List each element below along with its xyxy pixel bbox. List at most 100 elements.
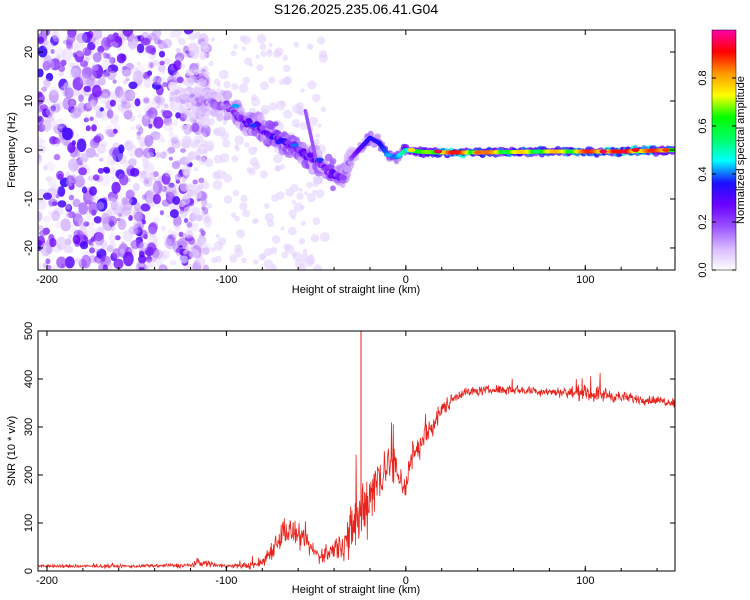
spectrogram-noise-blob [89, 186, 97, 196]
spectrogram-ridge-core [340, 175, 347, 181]
spectrogram-noise-blob [107, 67, 112, 73]
spectrogram-x-tick-label: 100 [576, 274, 594, 286]
spectrogram-noise-blob [218, 237, 227, 246]
spectrogram-noise-blob [123, 160, 134, 170]
spectrogram-noise-blob [149, 221, 159, 232]
spectrogram-noise-blob [185, 50, 190, 54]
spectrogram-noise-blob [194, 31, 202, 39]
spectrogram-noise-blob [142, 219, 146, 225]
spectrogram-noise-blob [252, 259, 259, 265]
spectrogram-noise-blob [173, 215, 182, 227]
spectrogram-noise-blob [118, 144, 125, 154]
spectrogram-noise-blob [163, 238, 172, 248]
spectrogram-noise-blob [74, 149, 81, 158]
spectrogram-noise-blob [239, 202, 248, 211]
spectrogram-noise-blob [175, 112, 181, 119]
spectrogram-noise-blob [107, 196, 117, 206]
spectrogram-noise-blob [38, 68, 44, 78]
spectrogram-noise-blob [271, 235, 281, 244]
spectrogram-noise-blob [88, 201, 98, 216]
spectrogram-noise-blob [142, 162, 149, 169]
spectrogram-noise-blob [78, 167, 87, 176]
colorbar-tick-label: 0.4 [697, 166, 709, 181]
spectrogram-noise-blob [50, 58, 61, 71]
spectrogram-noise-blob [97, 167, 104, 174]
spectrogram-noise-blob [121, 206, 132, 216]
spectrogram-noise-blob [56, 54, 62, 61]
snr-x-tick-label: -100 [215, 575, 237, 587]
spectrogram-hotspot [249, 123, 258, 128]
spectrogram-noise-blob [74, 42, 86, 57]
spectrogram-noise-blob [117, 153, 125, 162]
spectrogram-noise-blob [128, 81, 138, 90]
snr-y-ticks: 0 100 200 300 400 500 [23, 322, 675, 574]
spectrogram-noise-blob [146, 242, 157, 255]
spectrogram-noise-blob [114, 235, 121, 241]
spectrogram-noise-blob [174, 134, 179, 140]
spectrogram-noise-blob [63, 245, 74, 254]
spectrogram-noise-blob [319, 50, 328, 59]
spectrogram-marks [38, 30, 675, 270]
spectrogram-noise-blob [186, 230, 193, 238]
spectrogram-noise-blob [143, 97, 149, 104]
spectrogram-noise-blob [109, 99, 116, 107]
figure-title: S126.2025.235.06.41.G04 [274, 1, 438, 17]
spectrogram-noise-blob [130, 125, 136, 131]
spectrogram-noise-blob [72, 198, 81, 208]
spectrogram-noise-blob [163, 103, 169, 109]
spectrogram-noise-blob [292, 251, 302, 261]
spectrogram-noise-blob [116, 206, 127, 219]
spectrogram-noise-blob [121, 197, 128, 204]
snr-y-tick-label: 300 [23, 418, 35, 436]
spectrogram-noise-blob [70, 65, 82, 79]
spectrogram-noise-blob [38, 153, 41, 159]
spectrogram-noise-blob [175, 52, 185, 62]
spectrogram-noise-blob [293, 41, 300, 48]
spectrogram-noise-blob [38, 136, 44, 146]
spectrogram-noise-blob [172, 119, 178, 127]
spectrogram-noise-blob [61, 47, 73, 62]
spectrogram-noise-blob [87, 30, 94, 39]
spectrogram-noise-blob [222, 139, 231, 148]
spectrogram-noise-blob [98, 264, 103, 270]
spectrogram-noise-blob [76, 33, 88, 44]
snr-y-tick-label: 400 [23, 370, 35, 388]
spectrogram-noise-blob [313, 176, 323, 185]
spectrogram-noise-blob [151, 254, 158, 263]
spectrogram-noise-blob [160, 68, 166, 75]
spectrogram-noise-blob [194, 191, 202, 199]
spectrogram-noise-blob [252, 219, 257, 224]
spectrogram-noise-blob [188, 150, 198, 161]
spectrogram-y-tick-label: 0 [23, 147, 35, 153]
spectrogram-noise-blob [107, 262, 113, 270]
spectrogram-noise-blob [99, 107, 104, 112]
spectrogram-noise-blob [69, 99, 76, 108]
spectrogram-noise-blob [268, 42, 273, 47]
spectrogram-noise-blob [83, 117, 89, 123]
spectrogram-noise-blob [201, 205, 206, 211]
snr-y-tick-label: 100 [23, 514, 35, 532]
spectrogram-noise-blob [77, 221, 84, 227]
spectrogram-noise-blob [190, 122, 200, 133]
spectrogram-noise-blob [300, 221, 306, 226]
spectrogram-noise-blob [38, 144, 46, 154]
spectrogram-noise-blob [279, 163, 286, 170]
spectrogram-noise-blob [145, 255, 153, 263]
spectrogram-noise-blob [90, 197, 97, 203]
spectrogram-noise-blob [65, 203, 71, 210]
spectrogram-noise-blob [230, 212, 237, 218]
spectrogram-noise-blob [140, 172, 145, 177]
spectrogram-noise-blob [56, 256, 67, 269]
spectrogram-noise-blob [153, 216, 160, 224]
spectrogram-noise-blob [52, 30, 61, 42]
spectrogram-noise-blob [173, 60, 182, 71]
spectrogram-noise-blob [114, 114, 120, 120]
spectrogram-noise-blob [196, 236, 207, 246]
spectrogram-ridge-halo [340, 182, 346, 188]
spectrogram-noise-blob [199, 228, 205, 233]
spectrogram-noise-blob [44, 161, 56, 172]
spectrogram-noise-blob [72, 234, 81, 245]
spectrogram-noise-blob [256, 64, 264, 72]
snr-frame [37, 330, 676, 572]
